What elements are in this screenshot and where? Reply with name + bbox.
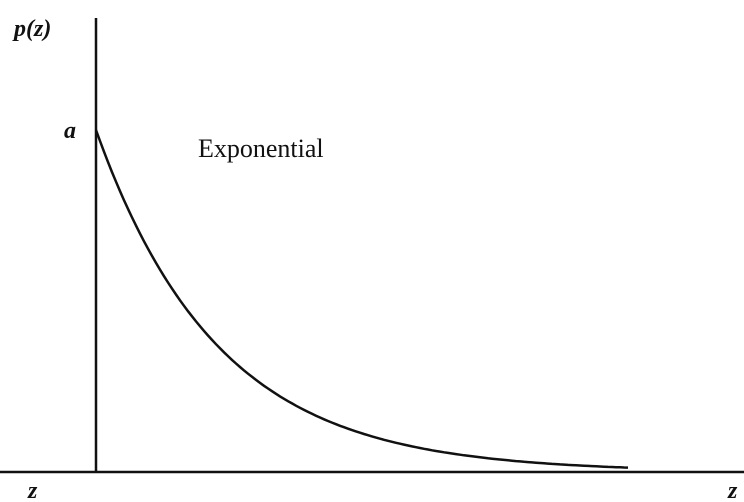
curve-label: Exponential xyxy=(198,134,324,163)
y-axis-label: p(z) xyxy=(12,16,51,42)
exponential-curve xyxy=(94,129,629,469)
peak-label: a xyxy=(64,118,76,144)
origin-label: z xyxy=(27,478,38,502)
x-axis-label: z xyxy=(727,478,738,502)
